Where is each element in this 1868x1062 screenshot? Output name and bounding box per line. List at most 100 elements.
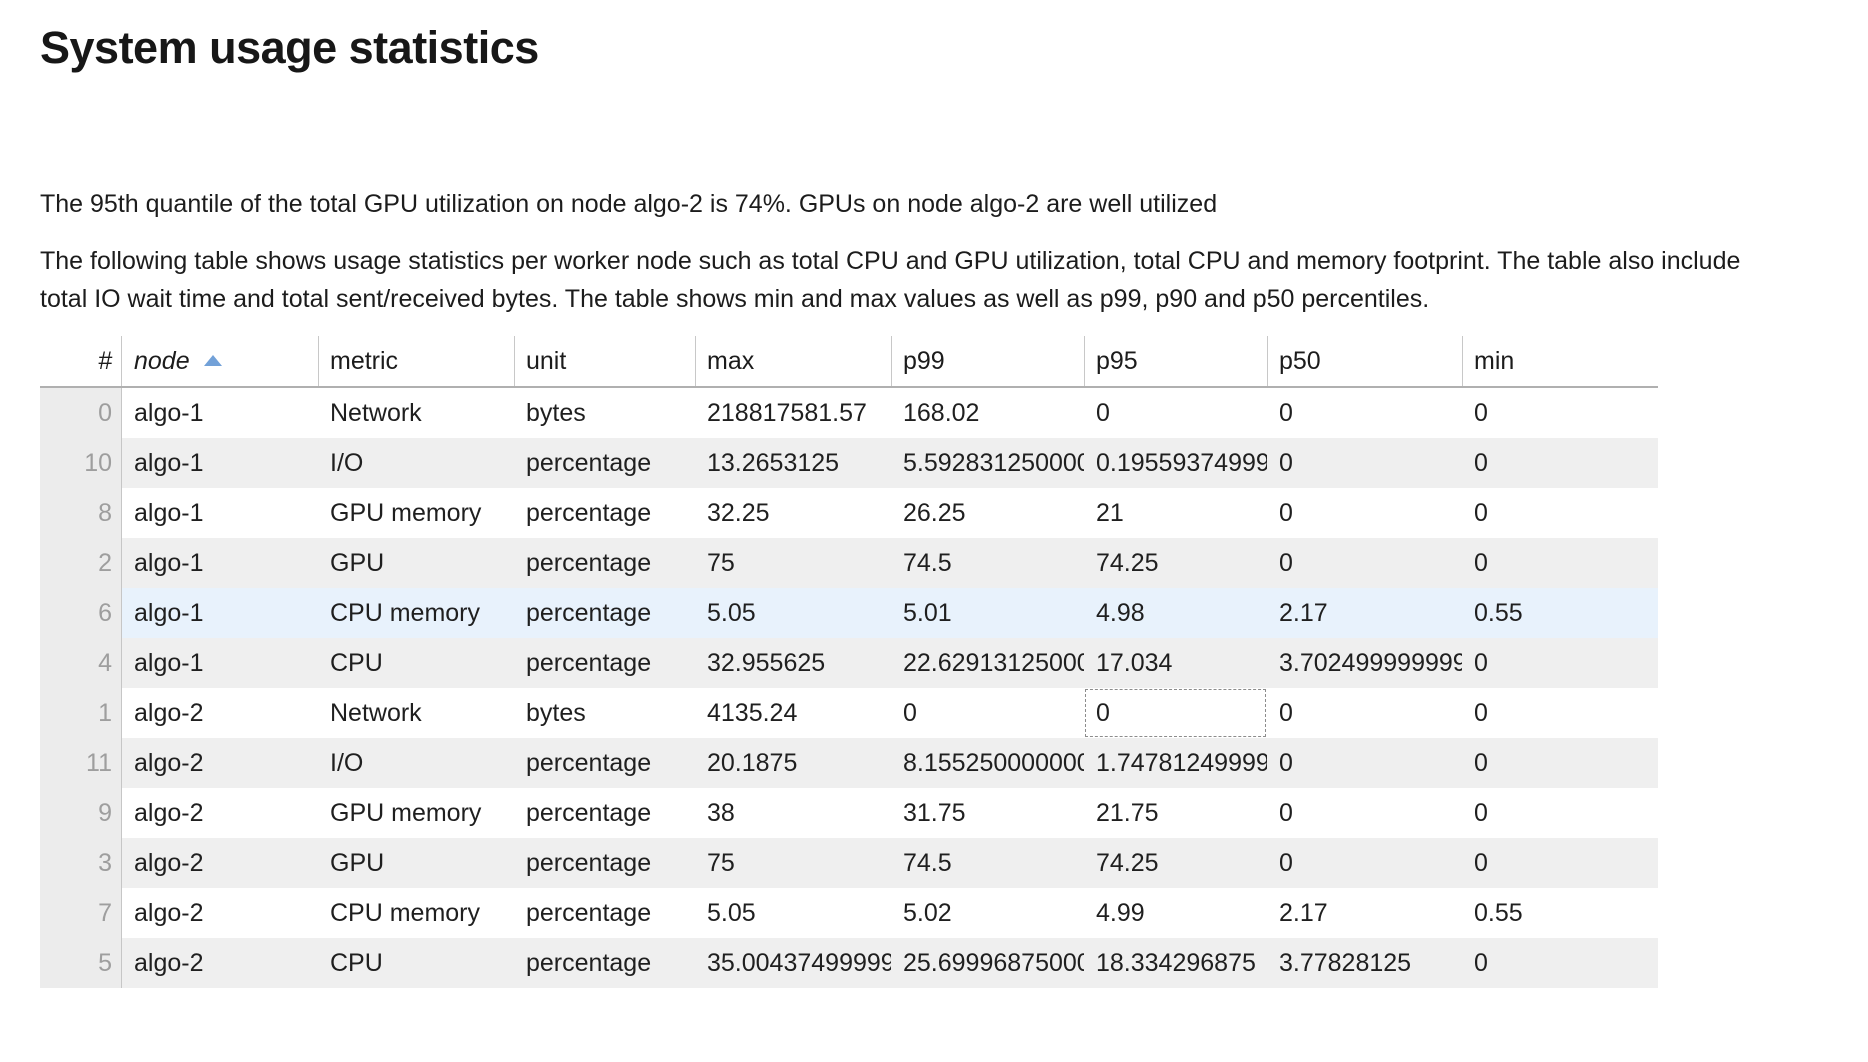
cell-p99[interactable]: 5.02 bbox=[891, 888, 1084, 938]
cell-unit[interactable]: percentage bbox=[514, 788, 695, 838]
cell-node[interactable]: algo-1 bbox=[122, 638, 318, 688]
cell-max[interactable]: 13.2653125 bbox=[695, 438, 891, 488]
cell-p99[interactable]: 8.155250000000002 bbox=[891, 738, 1084, 788]
cell-p95[interactable]: 17.034 bbox=[1084, 638, 1267, 688]
cell-p99[interactable]: 74.5 bbox=[891, 538, 1084, 588]
cell-p50[interactable]: 0 bbox=[1267, 488, 1462, 538]
cell-unit[interactable]: percentage bbox=[514, 638, 695, 688]
cell-max[interactable]: 32.25 bbox=[695, 488, 891, 538]
cell-p95[interactable]: 74.25 bbox=[1084, 838, 1267, 888]
cell-p99[interactable]: 31.75 bbox=[891, 788, 1084, 838]
column-header-p99[interactable]: p99 bbox=[891, 336, 1084, 386]
cell-metric[interactable]: Network bbox=[318, 388, 514, 438]
cell-max[interactable]: 20.1875 bbox=[695, 738, 891, 788]
cell-node[interactable]: algo-1 bbox=[122, 538, 318, 588]
cell-metric[interactable]: CPU memory bbox=[318, 888, 514, 938]
cell-max[interactable]: 75 bbox=[695, 838, 891, 888]
cell-unit[interactable]: percentage bbox=[514, 938, 695, 988]
column-header-max[interactable]: max bbox=[695, 336, 891, 386]
cell-p95[interactable]: 21.75 bbox=[1084, 788, 1267, 838]
cell-metric[interactable]: I/O bbox=[318, 438, 514, 488]
cell-max[interactable]: 218817581.57 bbox=[695, 388, 891, 438]
cell-p50[interactable]: 3.77828125 bbox=[1267, 938, 1462, 988]
cell-p95[interactable]: 4.98 bbox=[1084, 588, 1267, 638]
column-header-min[interactable]: min bbox=[1462, 336, 1658, 386]
cell-metric[interactable]: GPU bbox=[318, 838, 514, 888]
cell-unit[interactable]: percentage bbox=[514, 738, 695, 788]
cell-unit[interactable]: percentage bbox=[514, 588, 695, 638]
cell-metric[interactable]: CPU bbox=[318, 938, 514, 988]
cell-unit[interactable]: percentage bbox=[514, 888, 695, 938]
cell-p95[interactable]: 1.7478124999999998 bbox=[1084, 738, 1267, 788]
cell-min[interactable]: 0 bbox=[1462, 488, 1658, 538]
cell-min[interactable]: 0 bbox=[1462, 388, 1658, 438]
cell-node[interactable]: algo-1 bbox=[122, 388, 318, 438]
cell-max[interactable]: 4135.24 bbox=[695, 688, 891, 738]
cell-max[interactable]: 75 bbox=[695, 538, 891, 588]
cell-p50[interactable]: 0 bbox=[1267, 838, 1462, 888]
cell-max[interactable]: 5.05 bbox=[695, 888, 891, 938]
cell-min[interactable]: 0 bbox=[1462, 738, 1658, 788]
cell-p99[interactable]: 5.592831250000005 bbox=[891, 438, 1084, 488]
cell-unit[interactable]: percentage bbox=[514, 538, 695, 588]
cell-min[interactable]: 0 bbox=[1462, 638, 1658, 688]
cell-node[interactable]: algo-2 bbox=[122, 838, 318, 888]
cell-p50[interactable]: 0 bbox=[1267, 788, 1462, 838]
cell-p99[interactable]: 22.62913125000001 bbox=[891, 638, 1084, 688]
cell-p50[interactable]: 2.17 bbox=[1267, 888, 1462, 938]
cell-min[interactable]: 0 bbox=[1462, 538, 1658, 588]
cell-node[interactable]: algo-2 bbox=[122, 688, 318, 738]
cell-unit[interactable]: bytes bbox=[514, 688, 695, 738]
cell-min[interactable]: 0 bbox=[1462, 438, 1658, 488]
column-header-index[interactable]: # bbox=[40, 336, 122, 386]
cell-min[interactable]: 0 bbox=[1462, 688, 1658, 738]
cell-min[interactable]: 0.55 bbox=[1462, 888, 1658, 938]
cell-p95[interactable]: 21 bbox=[1084, 488, 1267, 538]
cell-p50[interactable]: 0 bbox=[1267, 438, 1462, 488]
cell-metric[interactable]: Network bbox=[318, 688, 514, 738]
cell-p50[interactable]: 2.17 bbox=[1267, 588, 1462, 638]
cell-node[interactable]: algo-2 bbox=[122, 888, 318, 938]
cell-unit[interactable]: percentage bbox=[514, 438, 695, 488]
cell-p50[interactable]: 0 bbox=[1267, 388, 1462, 438]
cell-unit[interactable]: percentage bbox=[514, 488, 695, 538]
cell-node[interactable]: algo-1 bbox=[122, 438, 318, 488]
cell-min[interactable]: 0 bbox=[1462, 838, 1658, 888]
cell-unit[interactable]: bytes bbox=[514, 388, 695, 438]
cell-max[interactable]: 32.955625 bbox=[695, 638, 891, 688]
cell-metric[interactable]: GPU memory bbox=[318, 488, 514, 538]
cell-metric[interactable]: CPU memory bbox=[318, 588, 514, 638]
cell-p95[interactable]: 0 bbox=[1084, 688, 1267, 738]
cell-p95[interactable]: 4.99 bbox=[1084, 888, 1267, 938]
cell-max[interactable]: 38 bbox=[695, 788, 891, 838]
cell-metric[interactable]: GPU bbox=[318, 538, 514, 588]
cell-p95[interactable]: 0.19559374999999998 bbox=[1084, 438, 1267, 488]
column-header-unit[interactable]: unit bbox=[514, 336, 695, 386]
cell-p95[interactable]: 74.25 bbox=[1084, 538, 1267, 588]
cell-min[interactable]: 0 bbox=[1462, 788, 1658, 838]
cell-min[interactable]: 0 bbox=[1462, 938, 1658, 988]
cell-p50[interactable]: 3.7024999999999997 bbox=[1267, 638, 1462, 688]
column-header-metric[interactable]: metric bbox=[318, 336, 514, 386]
cell-max[interactable]: 5.05 bbox=[695, 588, 891, 638]
cell-min[interactable]: 0.55 bbox=[1462, 588, 1658, 638]
column-header-p95[interactable]: p95 bbox=[1084, 336, 1267, 386]
cell-node[interactable]: algo-1 bbox=[122, 488, 318, 538]
cell-p50[interactable]: 0 bbox=[1267, 538, 1462, 588]
cell-p99[interactable]: 0 bbox=[891, 688, 1084, 738]
cell-p95[interactable]: 18.334296875 bbox=[1084, 938, 1267, 988]
cell-p99[interactable]: 5.01 bbox=[891, 588, 1084, 638]
cell-p99[interactable]: 74.5 bbox=[891, 838, 1084, 888]
cell-node[interactable]: algo-1 bbox=[122, 588, 318, 638]
cell-node[interactable]: algo-2 bbox=[122, 938, 318, 988]
cell-p99[interactable]: 168.02 bbox=[891, 388, 1084, 438]
column-header-p50[interactable]: p50 bbox=[1267, 336, 1462, 386]
cell-p99[interactable]: 26.25 bbox=[891, 488, 1084, 538]
cell-node[interactable]: algo-2 bbox=[122, 738, 318, 788]
cell-unit[interactable]: percentage bbox=[514, 838, 695, 888]
cell-p95[interactable]: 0 bbox=[1084, 388, 1267, 438]
cell-metric[interactable]: CPU bbox=[318, 638, 514, 688]
cell-metric[interactable]: I/O bbox=[318, 738, 514, 788]
cell-p50[interactable]: 0 bbox=[1267, 688, 1462, 738]
cell-node[interactable]: algo-2 bbox=[122, 788, 318, 838]
